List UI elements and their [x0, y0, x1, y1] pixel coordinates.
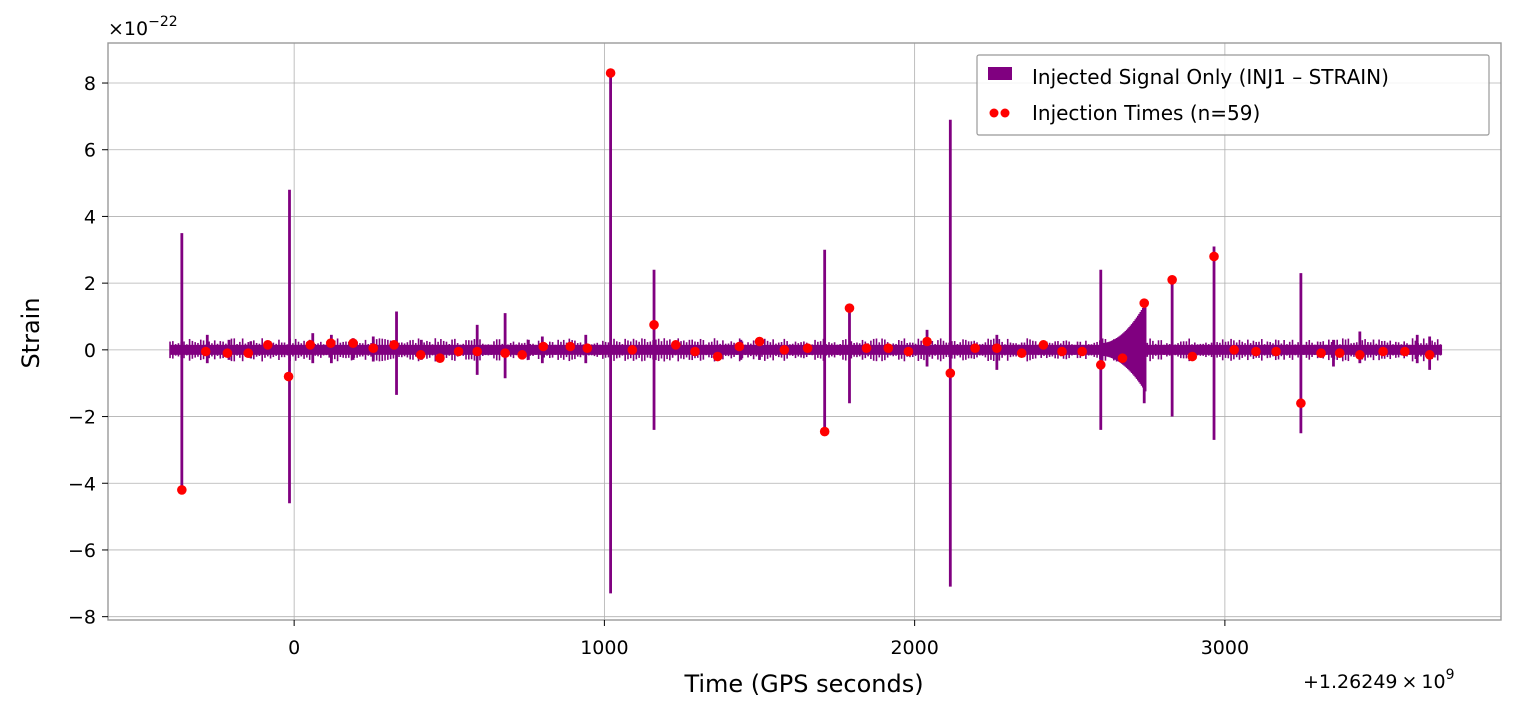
x-tick-label: 3000	[1201, 637, 1249, 659]
legend-swatch-signal	[988, 67, 1012, 80]
injection-point	[970, 343, 980, 353]
x-offset-label: +1.26249 × 109	[1303, 667, 1455, 693]
injection-point	[992, 343, 1002, 353]
injection-point	[1334, 348, 1345, 358]
y-tick-label: −2	[68, 407, 96, 429]
injection-point	[565, 341, 576, 352]
injection-point	[1139, 298, 1150, 308]
injection-point	[262, 340, 273, 350]
y-tick-label: −6	[68, 540, 96, 562]
injection-point	[1378, 346, 1388, 357]
injection-point	[1316, 348, 1326, 358]
injection-point	[1095, 360, 1106, 370]
injection-point	[1016, 348, 1027, 358]
injection-point	[1400, 346, 1410, 357]
injection-point	[1077, 346, 1087, 357]
injection-point	[754, 336, 765, 347]
injection-point	[861, 343, 872, 353]
injection-point	[582, 343, 593, 353]
injection-point	[453, 346, 464, 357]
x-tick-label: 2000	[890, 637, 938, 659]
y-tick-label: 6	[84, 140, 96, 162]
injection-point	[368, 343, 379, 353]
injection-point	[779, 345, 790, 355]
y-scale-factor: ×10−22	[108, 14, 178, 40]
injection-point	[389, 340, 399, 350]
injection-point	[1038, 340, 1049, 350]
injection-point	[1271, 346, 1281, 357]
injection-point	[517, 350, 527, 360]
injection-point	[922, 336, 932, 347]
injection-point	[283, 371, 294, 382]
injection-point	[325, 338, 336, 348]
y-tick-label: 0	[84, 340, 96, 362]
injection-point	[883, 343, 894, 353]
plot-frame	[107, 42, 1502, 621]
injection-point	[500, 348, 510, 358]
injection-point	[305, 340, 316, 350]
injection-markers	[177, 68, 1435, 495]
injection-point	[1117, 353, 1128, 363]
legend-label-injection: Injection Times (n=59)	[1032, 101, 1260, 125]
y-tick-label: 8	[84, 73, 96, 95]
signal-series	[169, 74, 1443, 594]
injection-point	[1229, 345, 1239, 355]
injection-point	[649, 320, 659, 330]
injection-point	[472, 346, 482, 357]
x-axis-label: Time (GPS seconds)	[683, 670, 923, 698]
x-tick-label: 0	[288, 637, 300, 659]
y-tick-label: 2	[84, 273, 96, 295]
injection-point	[1355, 350, 1365, 360]
injection-point	[1057, 346, 1067, 357]
y-tick-label: −4	[68, 473, 96, 495]
legend-box	[976, 54, 1490, 136]
injection-point	[1187, 351, 1198, 362]
legend-label-signal: Injected Signal Only (INJ1 – STRAIN)	[1032, 65, 1389, 89]
legend-marker-injection	[1000, 108, 1010, 118]
injection-point	[1167, 275, 1177, 285]
injection-point	[627, 345, 638, 355]
injection-point	[903, 346, 914, 357]
injection-point	[734, 341, 745, 352]
injection-point	[1424, 350, 1435, 360]
injection-point	[177, 485, 187, 495]
injection-point	[844, 303, 855, 313]
legend: Injected Signal Only (INJ1 – STRAIN) Inj…	[976, 54, 1490, 136]
injection-point	[670, 340, 681, 350]
injection-point	[712, 351, 723, 362]
injection-point	[802, 343, 813, 353]
injection-point	[348, 338, 358, 348]
injection-point	[435, 353, 445, 363]
injection-point	[1209, 251, 1219, 262]
injection-point	[538, 341, 549, 352]
y-axis-label: Strain	[17, 297, 45, 368]
injection-point	[1251, 346, 1261, 357]
legend-marker-injection	[989, 108, 999, 118]
y-tick-label: 4	[84, 206, 96, 228]
injection-point	[819, 426, 830, 437]
injection-point	[690, 346, 700, 357]
axis-ticks: 0 1000 2000 3000 −8 −6 −4 −2 0 2 4 6 8	[68, 73, 1249, 659]
injection-point	[1296, 398, 1306, 409]
injection-point	[200, 346, 211, 357]
injection-point	[243, 348, 254, 358]
injection-point	[945, 368, 956, 378]
y-tick-label: −8	[68, 607, 96, 629]
injection-point	[415, 350, 426, 360]
injection-point	[605, 68, 616, 78]
x-tick-label: 1000	[580, 637, 628, 659]
injection-point	[222, 348, 233, 358]
